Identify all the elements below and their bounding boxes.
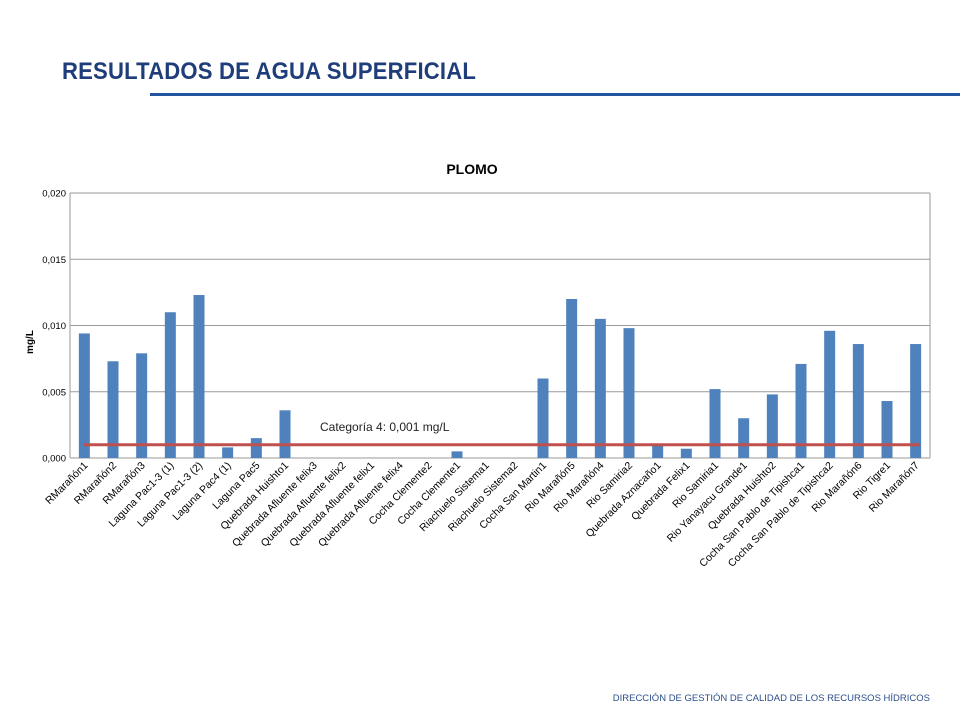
bar — [222, 447, 234, 458]
bar — [566, 299, 578, 458]
bar — [766, 394, 778, 458]
chart-title: PLOMO — [446, 161, 497, 177]
bar — [623, 328, 635, 458]
bar — [709, 389, 721, 458]
reference-line-label: Categoría 4: 0,001 mg/L — [320, 420, 450, 434]
y-tick-labels: 0,000 0,005 0,010 0,015 0,020 — [42, 189, 66, 465]
bar — [652, 444, 664, 458]
title-underline — [150, 93, 960, 96]
bar — [680, 448, 692, 458]
bar — [164, 312, 176, 458]
bar — [910, 344, 922, 458]
y-tick-label: 0,005 — [42, 387, 66, 398]
x-tick-label: Rio Marañón7 — [867, 460, 922, 515]
bars — [78, 295, 922, 458]
bar — [824, 330, 836, 458]
y-tick-label: 0,000 — [42, 454, 66, 465]
x-tick-label: Cocha San Pablo de Tipishca1 — [697, 460, 807, 570]
reference-line-group: Categoría 4: 0,001 mg/L — [84, 420, 920, 447]
bar — [537, 378, 549, 458]
bar — [738, 418, 750, 458]
bar — [795, 363, 807, 458]
bar — [136, 353, 148, 458]
y-tick-label: 0,010 — [42, 321, 66, 332]
bar — [881, 401, 893, 458]
bar — [107, 361, 119, 458]
y-tick-label: 0,020 — [42, 189, 66, 200]
footer-text: DIRECCIÓN DE GESTIÓN DE CALIDAD DE LOS R… — [612, 693, 930, 704]
x-tick-label: Cocha San Pablo de Tipishca2 — [726, 460, 836, 570]
bar — [193, 295, 205, 458]
bar — [852, 344, 864, 458]
y-axis-label: mg/L — [25, 330, 36, 354]
bar-chart: PLOMO mg/L 0,000 0,005 0,010 0,015 0,020 Cat… — [25, 161, 931, 570]
bar — [594, 318, 606, 458]
gridlines — [69, 192, 931, 459]
bar — [279, 410, 291, 458]
slide-title: RESULTADOS DE AGUA SUPERFICIAL — [62, 58, 477, 85]
bar — [451, 451, 463, 458]
bar — [78, 333, 90, 458]
bar — [250, 438, 262, 458]
y-tick-label: 0,015 — [42, 255, 66, 266]
